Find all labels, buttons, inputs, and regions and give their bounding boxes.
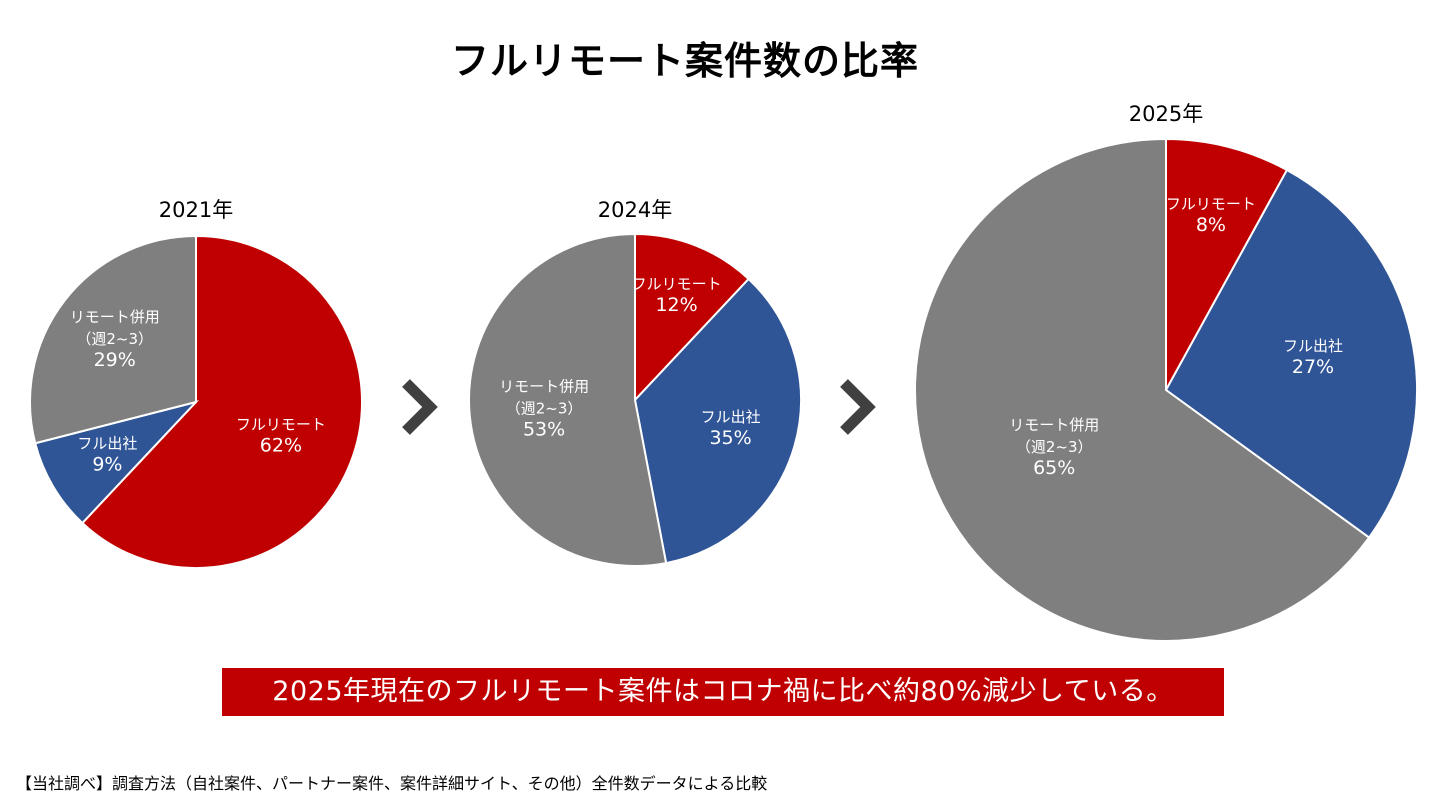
slice-sublabel: （週2~3）	[506, 400, 583, 418]
slice-sublabel: （週2~3）	[1016, 438, 1093, 456]
pie-title: 2021年	[159, 198, 233, 222]
slice-label: リモート併用	[1009, 416, 1099, 434]
slice-percent: 53%	[523, 419, 565, 441]
slice-label: フル出社	[1283, 337, 1343, 355]
pie-slice-hybrid	[29, 234, 197, 445]
chevron-right-shape	[840, 379, 876, 435]
slice-percent: 12%	[655, 294, 697, 316]
pie-slice-full_office	[633, 277, 802, 565]
pie-slice-full_office	[1164, 168, 1418, 539]
slice-label: フルリモート	[1166, 195, 1256, 213]
pie-slice-full_remote	[1165, 137, 1289, 391]
slice-label: フル出社	[701, 408, 761, 426]
slice-label: リモート併用	[499, 378, 589, 396]
slice-sublabel: （週2~3）	[76, 330, 153, 348]
slice-percent: 27%	[1292, 356, 1334, 378]
chevron-right-icon	[840, 379, 876, 435]
source-footnote: 【当社調べ】調査方法（自社案件、パートナー案件、案件詳細サイト、その他）全件数デ…	[16, 774, 768, 793]
pie-title: 2025年	[1129, 102, 1203, 126]
slice-percent: 62%	[260, 435, 302, 457]
slice-label: フルリモート	[632, 275, 722, 293]
slice-label: フルリモート	[236, 416, 326, 434]
page-title: フルリモート案件数の比率	[450, 39, 919, 83]
slice-percent: 8%	[1196, 214, 1226, 236]
slice-label: リモート併用	[70, 308, 160, 326]
pie-slice-full_office	[34, 400, 200, 525]
chevron-right-shape	[402, 379, 438, 435]
pie-slice-hybrid	[913, 137, 1371, 642]
pie-slice-hybrid	[468, 232, 668, 567]
slice-label: フル出社	[77, 434, 137, 452]
pie-title: 2024年	[598, 198, 672, 222]
slice-percent: 29%	[94, 349, 136, 371]
slice-percent: 65%	[1033, 457, 1075, 479]
pie-slice-full_remote	[80, 234, 363, 569]
chevron-right-icon	[402, 379, 438, 435]
slice-percent: 9%	[92, 453, 122, 475]
slice-percent: 35%	[709, 427, 751, 449]
summary-banner: 2025年現在のフルリモート案件はコロナ禍に比べ約80%減少している。	[222, 668, 1224, 716]
pie-slice-full_remote	[634, 232, 751, 403]
